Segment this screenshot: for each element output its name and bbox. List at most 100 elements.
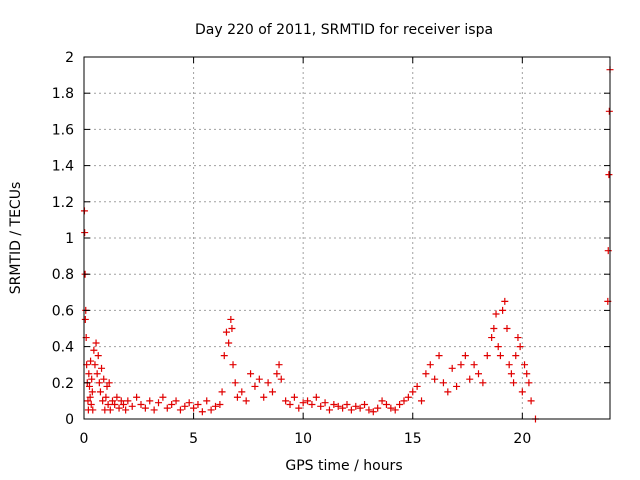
data-point [194,401,202,409]
data-point [100,375,108,383]
data-point [339,404,347,412]
data-point [605,171,613,179]
data-point [260,393,268,401]
data-point [88,375,96,383]
data-point [104,401,112,409]
data-point [295,404,303,412]
data-point [325,406,333,414]
data-point [228,325,236,332]
data-point [369,408,377,416]
data-point [225,339,233,347]
data-point [479,379,487,387]
data-point [181,402,189,410]
data-point [251,382,259,390]
plot-frame [83,56,611,420]
data-point [218,388,226,396]
data-point [512,352,520,360]
y-tick-label: 1.2 [52,195,74,211]
data-point [89,406,97,414]
data-point [86,393,94,401]
x-tick-label: 15 [404,431,422,447]
grid [84,57,610,419]
data-point [268,388,276,396]
data-point [396,401,404,409]
axis-ticks: 00.20.40.60.811.21.41.61.820 5 10 15 20 [52,50,610,447]
data-point [308,401,316,409]
data-point [90,346,98,354]
data-points [80,66,614,423]
data-point [163,404,171,412]
data-point [81,315,89,323]
data-point [334,402,342,410]
data-point [255,375,263,383]
y-tick-label: 0 [65,412,74,428]
chart-title: Day 220 of 2011, SRMTID for receiver isp… [195,22,493,38]
data-point [176,406,184,414]
data-point [343,401,351,409]
data-point [290,393,298,401]
data-point [103,382,111,390]
data-point [475,370,482,378]
data-point [387,404,395,412]
data-point [439,379,447,387]
data-point [124,397,132,405]
data-point [404,393,412,401]
y-tick-label: 1.4 [52,159,74,175]
data-point [207,406,215,414]
data-point [365,406,373,414]
data-point [435,352,443,360]
data-point [470,361,478,369]
data-point [457,361,465,369]
data-point [172,397,180,405]
data-point [299,399,307,407]
data-point [111,401,119,409]
data-point [461,352,469,360]
x-axis-label: GPS time / hours [285,458,402,474]
data-point [81,229,89,237]
data-point [605,107,613,115]
data-point [229,361,237,369]
data-point [113,393,121,401]
data-point [87,401,95,409]
data-point [378,397,386,405]
data-point [488,334,496,342]
data-point [198,408,206,416]
data-point [108,397,116,405]
data-point [527,397,535,405]
data-point [356,404,364,412]
data-point [231,379,239,387]
data-point [99,397,107,405]
data-point [282,397,290,405]
data-point [264,379,272,387]
y-tick-label: 0.8 [52,267,74,283]
data-point [382,401,390,409]
data-point [374,404,382,412]
data-point [95,379,103,387]
x-tick-label: 10 [294,431,312,447]
data-point [119,401,127,409]
data-point [352,402,360,410]
data-point [92,339,100,347]
data-point [494,343,502,351]
data-point [168,401,176,409]
data-point [115,404,123,412]
data-point [273,370,281,378]
data-point [505,361,513,369]
data-point [516,343,524,351]
data-point [96,388,104,396]
data-point [422,370,430,378]
data-point [521,361,529,369]
data-point [94,352,102,360]
data-point [137,401,145,409]
data-point [483,352,491,360]
data-point [203,397,211,405]
data-point [220,352,228,360]
data-point [128,402,136,410]
data-point [146,397,154,405]
data-point [514,334,522,342]
data-point [227,315,235,323]
data-point [466,375,474,383]
data-point [510,379,518,387]
data-point [98,364,106,372]
